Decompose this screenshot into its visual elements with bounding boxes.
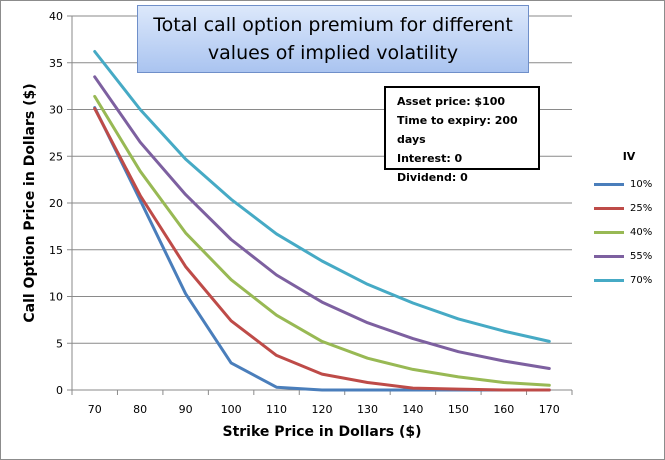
legend-title: IV: [622, 150, 636, 163]
legend-item: 25%: [594, 196, 658, 220]
legend-item: 70%: [594, 268, 658, 292]
legend-item: 40%: [594, 220, 658, 244]
legend-swatch: [594, 182, 624, 186]
legend: IV 10% 25% 40% 55% 70%: [594, 150, 658, 292]
series-lines: [93, 50, 551, 392]
legend-swatch: [594, 230, 624, 234]
chart-title-line-2: values of implied volatility: [207, 42, 459, 64]
y-tick-label: 25: [49, 150, 63, 163]
x-axis-title: Strike Price in Dollars ($): [222, 424, 422, 440]
x-tick-label: 90: [179, 403, 193, 416]
legend-swatch: [594, 206, 624, 210]
series-line: [93, 94, 551, 387]
y-tick-label: 30: [49, 104, 63, 117]
chart-title: Total call option premium for different …: [137, 5, 529, 73]
series-line: [93, 107, 551, 392]
x-tick-label: 110: [266, 403, 287, 416]
y-tick-label: 10: [49, 291, 63, 304]
chart-title-line-1: Total call option premium for different: [153, 14, 513, 36]
y-tick-label: 40: [49, 10, 63, 23]
y-tick-labels: 0 5 10 15 20 25 30 35 40: [49, 10, 63, 397]
x-tick-label: 80: [133, 403, 147, 416]
legend-item: 55%: [594, 244, 658, 268]
legend-label: 55%: [630, 250, 653, 262]
y-tick-label: 20: [49, 197, 63, 210]
x-tick-label: 170: [539, 403, 560, 416]
x-tick-label: 160: [493, 403, 514, 416]
y-tick-label: 35: [49, 57, 63, 70]
legend-item: 10%: [594, 172, 658, 196]
legend-label: 40%: [630, 226, 653, 238]
annotation-dividend: Dividend: 0: [397, 171, 468, 184]
x-tick-label: 100: [221, 403, 242, 416]
parameters-annotation: Asset price: $100 Time to expiry: 200 da…: [384, 86, 540, 184]
y-tick-label: 15: [49, 244, 63, 257]
x-tick-label: 140: [402, 403, 423, 416]
x-tick-label: 150: [448, 403, 469, 416]
legend-swatch: [594, 254, 624, 258]
legend-swatch: [594, 278, 624, 282]
annotation-interest: Interest: 0: [397, 152, 463, 165]
series-line: [93, 50, 551, 343]
legend-label: 70%: [630, 274, 653, 286]
y-axis-title: Call Option Price in Dollars ($): [22, 83, 38, 323]
legend-label: 10%: [630, 178, 653, 190]
legend-label: 25%: [630, 202, 653, 214]
x-tick-label: 70: [88, 403, 102, 416]
series-line: [93, 75, 551, 370]
y-tick-label: 5: [56, 337, 63, 350]
x-tick-label: 130: [357, 403, 378, 416]
x-tick-labels: 70 80 90 100 110 120 130 140 150 160 170: [88, 403, 560, 416]
x-tick-label: 120: [312, 403, 333, 416]
annotation-asset-price: Asset price: $100: [397, 95, 506, 108]
annotation-time-to-expiry: Time to expiry: 200 days: [397, 114, 518, 146]
y-tick-label: 0: [56, 384, 63, 397]
